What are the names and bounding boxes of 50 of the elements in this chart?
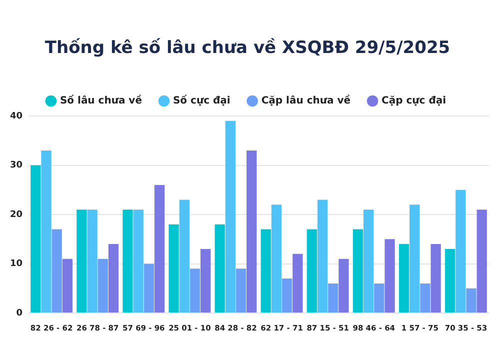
bar bbox=[108, 244, 119, 312]
bar bbox=[122, 210, 133, 312]
y-tick-label: 10 bbox=[10, 259, 23, 270]
y-tick-label: 0 bbox=[16, 308, 23, 318]
bar bbox=[236, 268, 246, 312]
bar bbox=[190, 268, 200, 312]
legend-label: Cặp lâu chưa về bbox=[261, 94, 351, 107]
y-tick-label: 40 bbox=[10, 111, 23, 122]
bar bbox=[292, 254, 303, 312]
bar bbox=[168, 224, 179, 312]
bar bbox=[76, 210, 87, 312]
bar bbox=[133, 210, 144, 312]
bar bbox=[338, 258, 349, 312]
bar bbox=[420, 283, 430, 312]
legend-label: Cặp cực đại bbox=[382, 96, 446, 107]
bar bbox=[41, 150, 52, 312]
bar bbox=[364, 210, 374, 312]
bar bbox=[200, 248, 211, 312]
bar bbox=[352, 229, 364, 312]
y-tick-label: 30 bbox=[10, 160, 23, 171]
bar bbox=[62, 258, 73, 312]
bar bbox=[282, 278, 292, 312]
bar bbox=[476, 210, 487, 312]
bar bbox=[306, 229, 318, 312]
bar bbox=[52, 229, 62, 312]
bar bbox=[225, 120, 236, 312]
legend-label: Số cực đại bbox=[172, 94, 230, 107]
bar bbox=[374, 283, 384, 312]
bar bbox=[410, 204, 420, 312]
bar bbox=[260, 229, 271, 312]
legend-label: Số lâu chưa về bbox=[60, 94, 142, 107]
bar bbox=[87, 210, 98, 312]
bar bbox=[384, 239, 395, 312]
bar bbox=[246, 150, 257, 312]
bar bbox=[271, 204, 282, 312]
bar bbox=[154, 184, 165, 312]
bar bbox=[398, 244, 410, 312]
bar bbox=[98, 258, 108, 312]
bar bbox=[328, 283, 338, 312]
bar bbox=[144, 264, 154, 312]
bar bbox=[456, 190, 466, 312]
bar bbox=[30, 165, 41, 312]
y-tick-label: 20 bbox=[10, 210, 23, 220]
bar bbox=[445, 248, 456, 312]
bar bbox=[466, 288, 476, 312]
bar bbox=[179, 200, 190, 312]
chart-title: Thống kê số lâu chưa về XSQBĐ 29/5/2025 bbox=[44, 38, 452, 58]
bar bbox=[214, 224, 225, 312]
bar bbox=[317, 200, 328, 312]
bar bbox=[430, 244, 441, 312]
